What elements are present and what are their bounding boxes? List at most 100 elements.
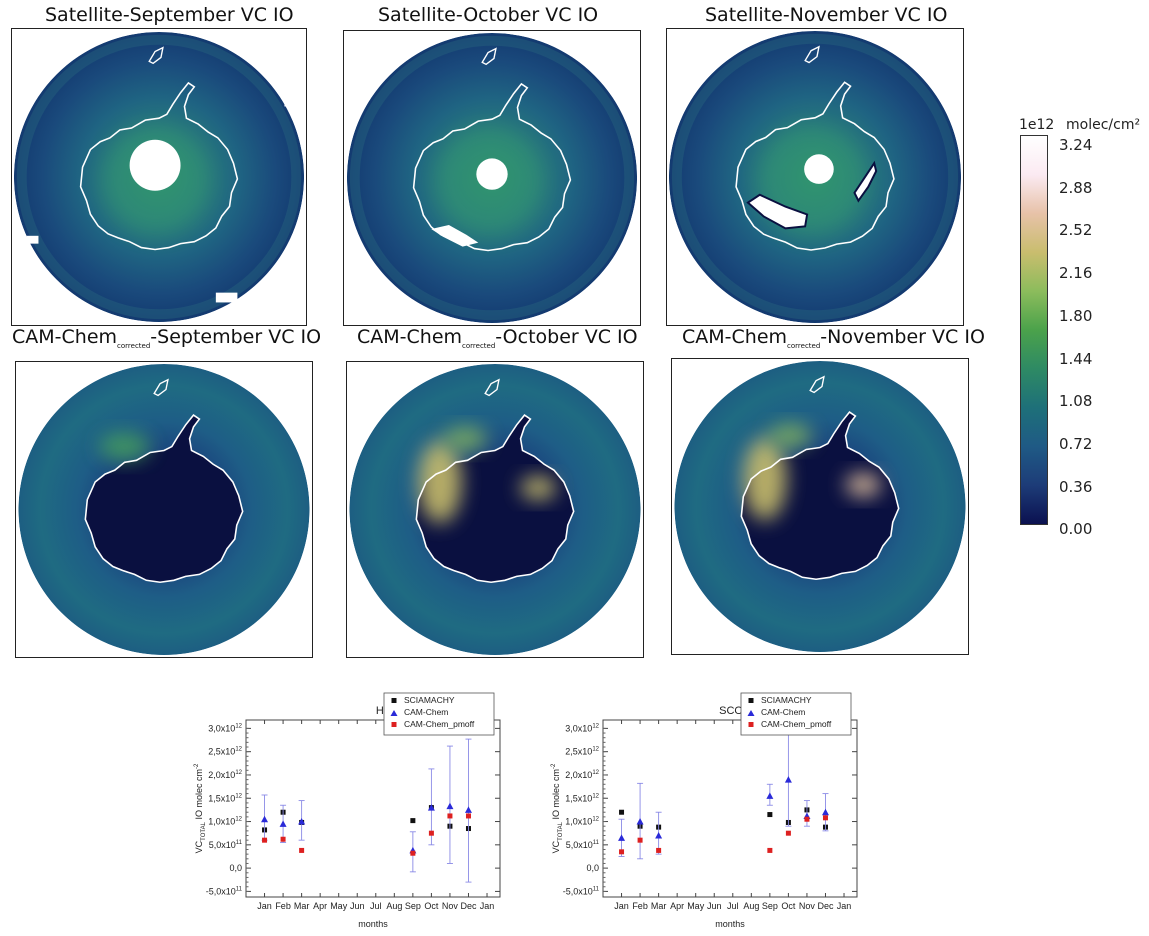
colorbar-tick-label: 0.36 <box>1059 477 1093 496</box>
missing-data <box>431 225 479 247</box>
x-tick-label: Sep <box>762 901 778 911</box>
data-point-cam-chem <box>784 776 792 783</box>
x-tick-label: Sep <box>405 901 421 911</box>
data-point-cam-chem <box>427 804 435 811</box>
x-tick-label: Oct <box>781 901 796 911</box>
y-tick-label: -5,0x1011 <box>206 886 243 896</box>
data-point-cam-chem <box>446 802 454 810</box>
map-corner-mask <box>672 359 968 654</box>
data-point-cam-chem <box>766 792 774 799</box>
x-tick-label: Oct <box>424 901 439 911</box>
antarctica-coastline <box>415 414 575 584</box>
y-tick-label: 2,0x1012 <box>565 770 599 780</box>
data-point-cam-chem <box>636 818 644 825</box>
y-tick-label: 2,0x1012 <box>208 770 242 780</box>
map-satellite-september <box>11 28 307 326</box>
legend-marker <box>391 722 397 727</box>
title-model: CAM-Chem <box>682 326 788 348</box>
y-tick-label: 1,5x1012 <box>208 793 242 803</box>
panel-title-cam-october: CAM-Chemcorrected-October VC IO <box>357 326 638 350</box>
x-tick-label: Jul <box>370 901 382 911</box>
data-point-cam-chem-pmoff <box>262 837 268 843</box>
south-america-tip <box>153 378 169 397</box>
x-tick-label: May <box>687 901 705 911</box>
data-point-cam-chem-pmoff <box>637 837 643 843</box>
y-tick-label: 3,0x1012 <box>208 723 242 733</box>
map-corner-mask <box>667 29 963 325</box>
polar-gap <box>804 154 834 184</box>
x-tick-label: Feb <box>275 901 291 911</box>
y-tick-label: 5,0x1011 <box>566 840 600 850</box>
colorbar-tick-label: 0.72 <box>1059 434 1093 453</box>
missing-data <box>746 193 809 230</box>
south-america-tip <box>809 375 825 394</box>
data-point-cam-chem-pmoff <box>822 815 828 821</box>
polar-map <box>12 30 306 324</box>
data-point-cam-chem-pmoff <box>280 836 286 842</box>
map-cam-september <box>15 361 313 658</box>
title-month: -September VC IO <box>150 326 322 348</box>
data-point-cam-chem <box>464 806 472 813</box>
scott-base-chart: SCOTT-BASE3,0x10122,5x10122,0x10121,5x10… <box>551 692 858 929</box>
antarctica-coastline <box>79 81 239 251</box>
y-tick-label: 0,0 <box>586 863 599 873</box>
y-tick-label: 3,0x1012 <box>565 723 599 733</box>
x-tick-label: Dec <box>817 901 834 911</box>
panel-title-cam-september: CAM-Chemcorrected-September VC IO <box>12 326 321 350</box>
data-point-cam-chem <box>261 815 269 823</box>
data-point-cam-chem-pmoff <box>656 847 662 853</box>
south-america-tip <box>804 45 820 64</box>
io-hotspot-north <box>443 426 488 451</box>
io-hotspot-ross <box>845 473 881 497</box>
map-satellite-october <box>343 30 641 326</box>
antarctica-coastline <box>735 81 895 251</box>
legend-marker <box>747 710 755 716</box>
legend-marker <box>748 698 754 703</box>
data-point-cam-chem <box>821 808 829 816</box>
map-corner-mask <box>16 362 312 657</box>
map-satellite-november <box>666 28 964 326</box>
y-tick-label: 1,0x1012 <box>208 817 242 827</box>
y-tick-label: 1,0x1012 <box>565 817 599 827</box>
title-model: CAM-Chem <box>12 326 118 348</box>
y-tick-label: -5,0x1011 <box>563 886 600 896</box>
title-month: -November VC IO <box>820 326 985 348</box>
plot-frame <box>245 719 501 898</box>
legend-marker <box>748 722 754 727</box>
data-point-cam-chem-pmoff <box>410 850 416 856</box>
legend-label: CAM-Chem <box>761 707 805 717</box>
missing-data <box>215 292 238 303</box>
colorbar-tick-label: 2.88 <box>1059 178 1093 197</box>
data-point-cam-chem-pmoff <box>619 849 625 855</box>
colorbar-tick-label: 2.52 <box>1059 221 1093 240</box>
y-tick-label: 2,5x1012 <box>208 747 242 757</box>
data-point-sciamachy <box>767 812 773 818</box>
halley-chart: HALLEY3,0x10122,5x10122,0x10121,5x10121,… <box>194 692 501 929</box>
column-ring <box>349 35 635 321</box>
y-axis-label: VCTOTAL IO molec cm-2 <box>194 763 207 853</box>
io-hotspot-north <box>768 423 813 448</box>
panel-title-satellite-october: Satellite-October VC IO <box>378 4 599 26</box>
map-corner-mask <box>12 30 306 324</box>
x-axis-label: months <box>715 919 745 929</box>
antarctica-coastline <box>84 414 244 584</box>
data-point-cam-chem-pmoff <box>299 847 305 853</box>
polar-gap <box>476 158 508 190</box>
legend-label: CAM-Chem <box>404 707 448 717</box>
panel-title-satellite-november: Satellite-November VC IO <box>705 4 948 26</box>
map-corner-mask <box>347 362 643 657</box>
legend-label: SCIAMACHY <box>404 695 455 705</box>
column-ring <box>16 34 302 320</box>
title-model: CAM-Chem <box>357 326 463 348</box>
x-tick-label: Dec <box>460 901 477 911</box>
data-point-cam-chem-pmoff <box>465 813 471 819</box>
polar-map <box>667 29 963 325</box>
title-subscript: corrected <box>117 341 151 350</box>
colorbar <box>1020 135 1048 525</box>
legend-marker <box>391 698 397 703</box>
polar-gap <box>129 139 181 191</box>
colorbar-unit: molec/cm² <box>1066 117 1141 133</box>
x-tick-label: Mar <box>294 901 310 911</box>
x-tick-label: Apr <box>670 901 684 911</box>
data-point-cam-chem <box>618 834 626 841</box>
